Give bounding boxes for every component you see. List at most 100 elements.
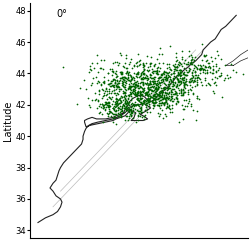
Point xyxy=(134,60,138,64)
Point xyxy=(101,79,105,82)
Point xyxy=(136,113,140,117)
Point xyxy=(99,83,103,87)
Point xyxy=(162,77,166,81)
Point xyxy=(141,68,145,72)
Point xyxy=(112,107,116,111)
Point xyxy=(132,78,136,82)
Point xyxy=(140,70,144,74)
Point xyxy=(174,93,178,96)
Point xyxy=(120,80,124,84)
Point xyxy=(155,86,159,90)
Point xyxy=(109,110,113,114)
Point xyxy=(124,71,128,75)
Point xyxy=(166,85,170,88)
Point xyxy=(96,70,100,74)
Point xyxy=(128,78,132,82)
Point xyxy=(153,86,157,90)
Point xyxy=(99,105,103,109)
Point xyxy=(120,105,124,109)
Point xyxy=(173,62,177,66)
Point xyxy=(162,94,166,98)
Point xyxy=(126,94,130,98)
Point xyxy=(132,94,136,97)
Point xyxy=(126,78,130,82)
Point xyxy=(138,106,142,110)
Point xyxy=(146,97,150,101)
Point xyxy=(210,64,214,68)
Point xyxy=(129,101,133,105)
Point xyxy=(150,85,154,89)
Point xyxy=(135,98,139,102)
Point xyxy=(114,103,118,107)
Point xyxy=(145,76,149,80)
Point xyxy=(164,79,168,82)
Point xyxy=(122,66,126,69)
Point xyxy=(88,68,92,72)
Point xyxy=(170,107,173,110)
Point xyxy=(160,116,164,120)
Point xyxy=(159,100,163,104)
Point xyxy=(146,98,150,102)
Point xyxy=(118,87,122,91)
Point xyxy=(206,61,210,65)
Point xyxy=(160,86,164,90)
Point xyxy=(202,65,206,69)
Point xyxy=(140,103,143,107)
Point xyxy=(138,94,141,98)
Point xyxy=(140,87,144,91)
Point xyxy=(121,64,125,68)
Point xyxy=(162,101,166,105)
Point xyxy=(176,80,180,84)
Point xyxy=(134,80,138,84)
Point xyxy=(106,78,110,82)
Point xyxy=(164,105,168,109)
Point xyxy=(100,87,104,91)
Point xyxy=(184,68,188,72)
Point xyxy=(181,107,185,111)
Y-axis label: Latitude: Latitude xyxy=(3,100,13,141)
Point xyxy=(124,101,128,105)
Point xyxy=(122,91,126,95)
Point xyxy=(160,88,164,92)
Point xyxy=(141,98,145,102)
Point xyxy=(147,64,151,68)
Point xyxy=(165,75,169,79)
Point xyxy=(208,55,212,59)
Point xyxy=(144,79,148,82)
Point xyxy=(198,67,202,70)
Point xyxy=(138,81,142,85)
Point xyxy=(121,110,125,114)
Point xyxy=(168,95,172,99)
Point xyxy=(134,64,138,68)
Point xyxy=(207,65,211,68)
Point xyxy=(174,94,178,97)
Point xyxy=(116,84,120,88)
Point xyxy=(199,42,203,46)
Point xyxy=(155,57,159,61)
Point xyxy=(113,80,117,84)
Point xyxy=(144,93,148,96)
Point xyxy=(106,87,110,91)
Point xyxy=(222,63,226,67)
Point xyxy=(110,69,114,73)
Point xyxy=(106,95,110,99)
Point xyxy=(164,96,168,100)
Point xyxy=(95,81,99,85)
Point xyxy=(180,71,184,75)
Point xyxy=(178,76,182,80)
Point xyxy=(128,88,132,92)
Point xyxy=(183,73,187,77)
Point xyxy=(136,114,140,118)
Point xyxy=(135,118,139,122)
Point xyxy=(204,70,208,74)
Point xyxy=(97,92,101,96)
Point xyxy=(135,96,139,100)
Point xyxy=(176,60,180,64)
Point xyxy=(135,86,139,90)
Point xyxy=(120,82,124,86)
Point xyxy=(175,82,179,86)
Point xyxy=(172,71,175,75)
Point xyxy=(118,114,122,118)
Point xyxy=(173,81,177,85)
Point xyxy=(203,54,207,57)
